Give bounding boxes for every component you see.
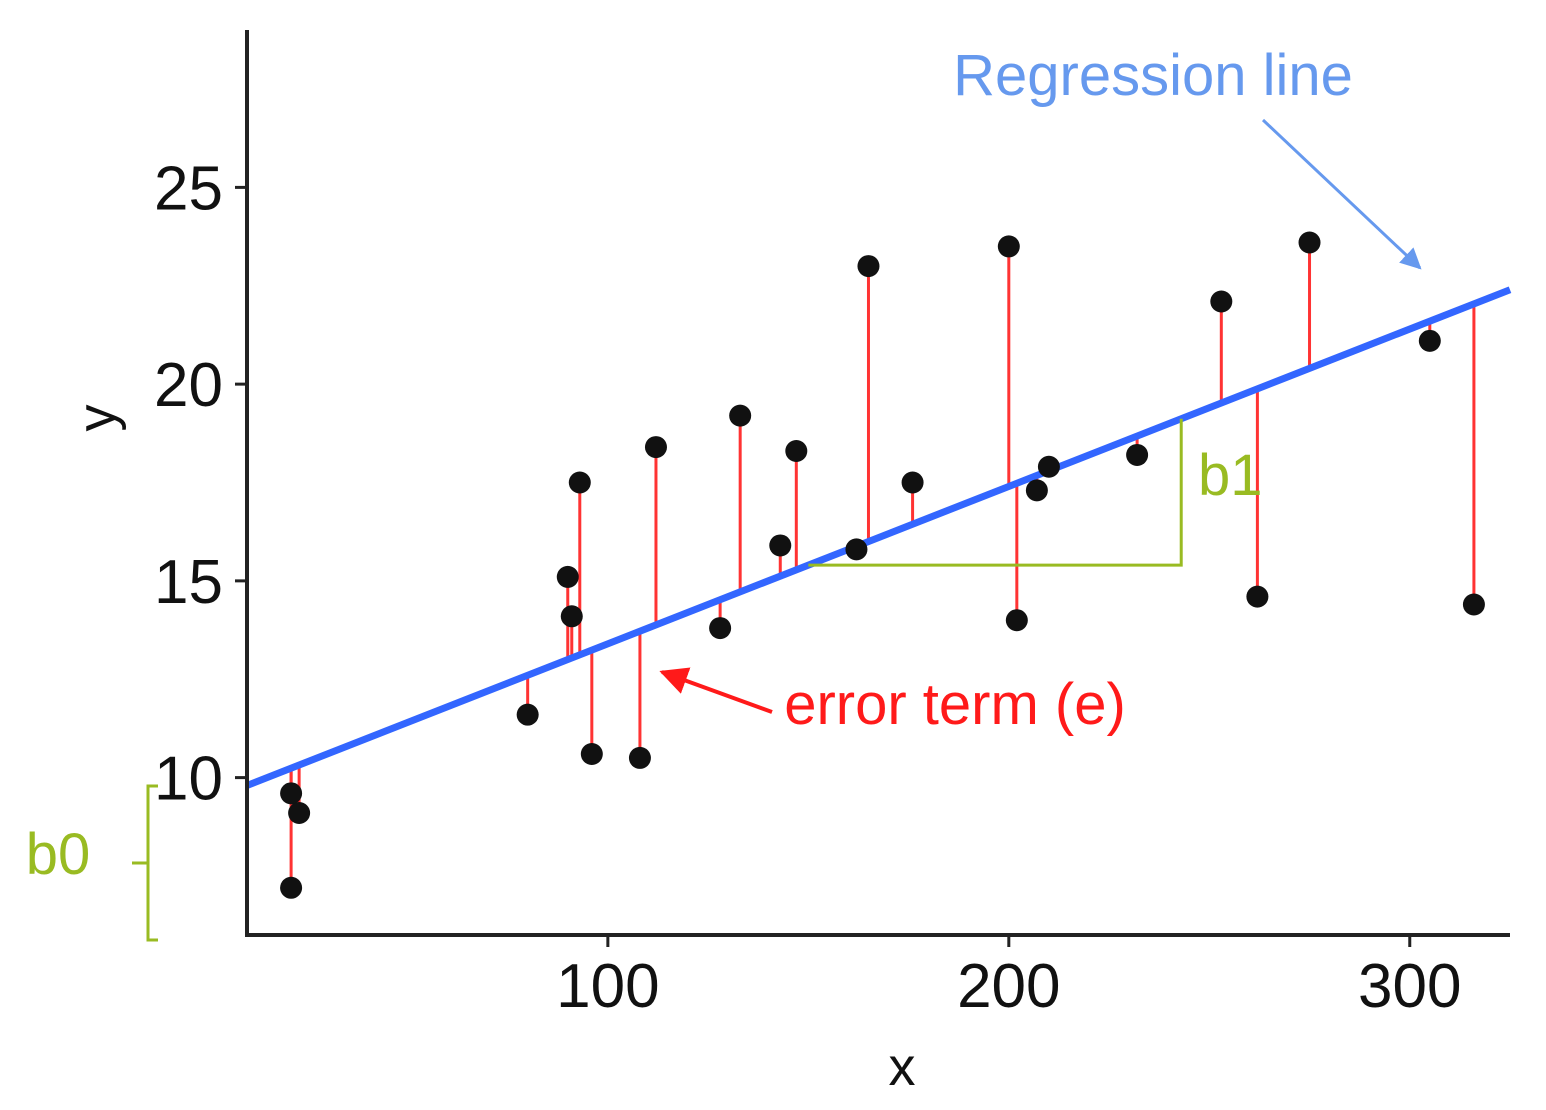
x-tick-label: 200 bbox=[957, 952, 1060, 1021]
regression-line-label: Regression line bbox=[953, 43, 1353, 108]
axes bbox=[235, 30, 1510, 947]
y-tick-label: 15 bbox=[154, 548, 223, 617]
y-tick-label: 25 bbox=[154, 154, 223, 223]
data-point bbox=[644, 436, 667, 459]
data-point bbox=[729, 404, 752, 427]
tick-labels: 100 200 300 10 15 20 25 bbox=[154, 154, 1461, 1021]
data-point bbox=[1462, 593, 1485, 616]
regression-line bbox=[245, 286, 1512, 789]
data-point bbox=[556, 565, 579, 588]
data-point bbox=[1126, 443, 1149, 466]
intercept-bracket bbox=[132, 784, 158, 942]
data-point bbox=[560, 605, 583, 628]
data-point bbox=[785, 440, 808, 463]
data-point bbox=[568, 471, 591, 494]
data-point bbox=[1025, 479, 1048, 502]
data-point bbox=[1418, 329, 1441, 352]
data-point bbox=[1298, 231, 1321, 254]
slope-triangle bbox=[808, 418, 1183, 567]
data-point bbox=[580, 743, 603, 765]
data-point bbox=[1246, 585, 1269, 608]
data-points bbox=[280, 231, 1485, 899]
error-term-label: error term (e) bbox=[784, 672, 1126, 737]
data-point bbox=[1210, 290, 1233, 313]
data-point bbox=[709, 617, 732, 640]
regression-layer bbox=[245, 286, 1512, 789]
y-tick-label: 10 bbox=[154, 745, 223, 814]
data-point bbox=[857, 255, 880, 278]
slope-label: b1 bbox=[1198, 443, 1263, 508]
x-tick-label: 300 bbox=[1358, 952, 1461, 1021]
data-point bbox=[845, 538, 868, 561]
data-point bbox=[288, 802, 311, 825]
data-point bbox=[280, 782, 303, 805]
data-point bbox=[997, 235, 1020, 258]
data-point bbox=[516, 703, 539, 726]
slope-bracket bbox=[808, 418, 1183, 567]
y-tick-label: 20 bbox=[154, 351, 223, 420]
data-point bbox=[628, 746, 651, 769]
regression-line-arrow bbox=[1261, 118, 1422, 270]
x-axis-label: x bbox=[889, 1037, 916, 1097]
intercept-label: b0 bbox=[26, 822, 91, 887]
error-term-arrow bbox=[659, 667, 773, 714]
data-point bbox=[1037, 455, 1060, 478]
x-tick-label: 100 bbox=[556, 952, 659, 1021]
y-axis-label: y bbox=[67, 405, 127, 432]
data-point bbox=[280, 876, 303, 899]
data-point bbox=[901, 471, 924, 494]
data-point bbox=[769, 534, 792, 557]
data-point bbox=[1005, 609, 1028, 632]
